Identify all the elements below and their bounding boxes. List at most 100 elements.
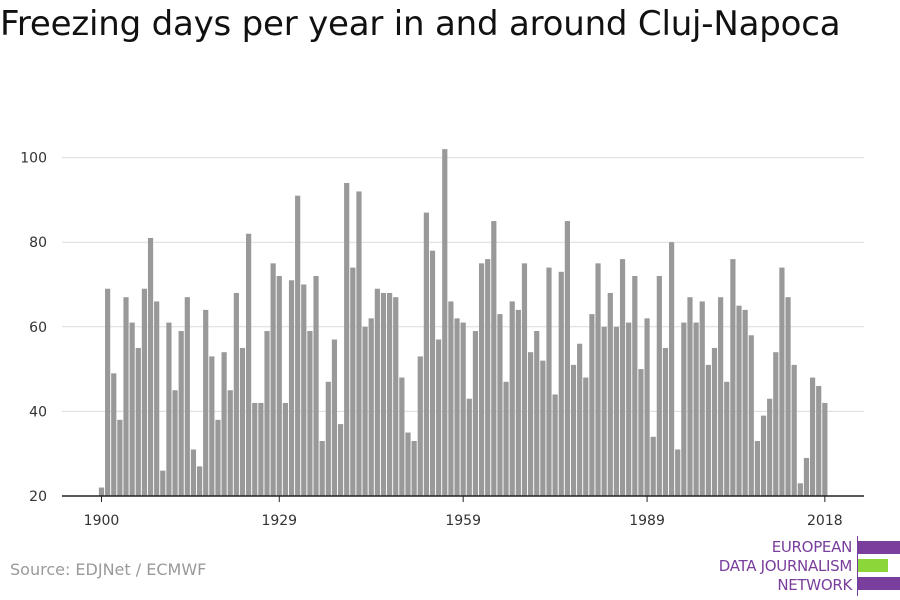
bar-1945 bbox=[374, 288, 380, 496]
bar-1937 bbox=[325, 381, 331, 496]
bar-1943 bbox=[362, 326, 368, 496]
bar-1910 bbox=[160, 470, 166, 496]
bar-1995 bbox=[681, 322, 687, 496]
chart-title: Freezing days per year in and around Clu… bbox=[0, 4, 841, 44]
bar-1982 bbox=[601, 326, 607, 496]
bar-2007 bbox=[754, 441, 761, 496]
bar-1915 bbox=[190, 449, 197, 496]
bar-1973 bbox=[546, 267, 552, 496]
y-tick-label-100: 100 bbox=[20, 151, 47, 167]
logo-bar-middle bbox=[858, 559, 900, 572]
bar-2009 bbox=[767, 398, 773, 496]
logo-bar-accent bbox=[858, 559, 888, 572]
logo-bar-bottom bbox=[858, 577, 900, 590]
bars bbox=[98, 149, 828, 497]
bar-1994 bbox=[675, 449, 681, 496]
bar-1933 bbox=[301, 284, 307, 496]
bar-2013 bbox=[791, 364, 797, 496]
bar-1955 bbox=[436, 339, 442, 496]
bar-1983 bbox=[607, 292, 613, 496]
edjnet-logo: EUROPEAN DATA JOURNALISM NETWORK bbox=[660, 536, 900, 596]
bar-1909 bbox=[154, 301, 160, 496]
bar-2014 bbox=[797, 483, 803, 496]
y-tick-labels: 20 40 60 80 100 bbox=[20, 151, 47, 505]
bar-2018 bbox=[822, 402, 828, 496]
bar-2015 bbox=[803, 457, 810, 496]
bar-1900 bbox=[98, 487, 105, 496]
bar-1998 bbox=[699, 301, 705, 496]
bar-1965 bbox=[497, 314, 503, 496]
y-tick-label-80: 80 bbox=[29, 235, 47, 251]
logo-text: EUROPEAN DATA JOURNALISM NETWORK bbox=[718, 538, 853, 595]
bar-1958 bbox=[454, 318, 460, 496]
bar-1926 bbox=[258, 402, 264, 496]
bar-1980 bbox=[589, 314, 595, 496]
bar-1920 bbox=[221, 352, 227, 496]
bar-1949 bbox=[399, 377, 405, 496]
bar-1953 bbox=[423, 212, 429, 496]
bar-2003 bbox=[730, 259, 736, 496]
bar-1979 bbox=[583, 377, 589, 496]
bar-1961 bbox=[472, 331, 479, 496]
bar-2001 bbox=[718, 297, 724, 496]
bar-1956 bbox=[442, 149, 448, 496]
bar-1935 bbox=[313, 276, 319, 496]
bar-1906 bbox=[135, 347, 141, 496]
bar-1934 bbox=[307, 331, 313, 496]
bar-1960 bbox=[466, 398, 472, 496]
bar-1986 bbox=[626, 322, 632, 496]
bar-1932 bbox=[295, 195, 301, 497]
bar-1988 bbox=[638, 369, 644, 496]
bar-1922 bbox=[233, 292, 239, 496]
bar-2008 bbox=[760, 415, 767, 496]
x-tick-label-1959: 1959 bbox=[445, 513, 481, 529]
bar-1931 bbox=[288, 280, 295, 496]
bar-1923 bbox=[239, 347, 246, 496]
bar-1981 bbox=[595, 263, 601, 496]
bar-1914 bbox=[184, 297, 190, 496]
bar-1962 bbox=[478, 263, 485, 496]
bar-1929 bbox=[276, 276, 282, 496]
bar-1908 bbox=[147, 237, 154, 496]
bar-1913 bbox=[178, 331, 184, 496]
bar-1947 bbox=[387, 292, 393, 496]
bar-1919 bbox=[215, 419, 221, 496]
bar-1987 bbox=[632, 276, 638, 496]
bar-1992 bbox=[662, 347, 669, 496]
bar-1989 bbox=[644, 318, 650, 496]
bar-1927 bbox=[264, 331, 270, 496]
bar-1939 bbox=[337, 424, 344, 496]
bar-1950 bbox=[405, 432, 411, 496]
bar-1971 bbox=[534, 331, 540, 496]
bar-1968 bbox=[515, 309, 521, 496]
bar-2000 bbox=[711, 347, 718, 496]
bar-1918 bbox=[209, 356, 215, 496]
bar-1944 bbox=[368, 318, 374, 496]
x-tick-label-1900: 1900 bbox=[84, 513, 120, 529]
bar-1940 bbox=[344, 182, 350, 497]
bar-1936 bbox=[319, 441, 325, 496]
bar-2017 bbox=[816, 386, 822, 496]
bar-1964 bbox=[491, 221, 497, 497]
bar-1907 bbox=[141, 288, 148, 496]
logo-bar-top bbox=[858, 541, 900, 554]
bar-1938 bbox=[331, 339, 338, 496]
bar-1946 bbox=[380, 292, 387, 496]
logo-line-2: DATA JOURNALISM bbox=[718, 557, 853, 575]
bar-1902 bbox=[111, 373, 117, 496]
bar-2004 bbox=[736, 305, 742, 496]
bar-1991 bbox=[656, 276, 662, 496]
y-tick-label-20: 20 bbox=[29, 489, 47, 505]
bar-1976 bbox=[564, 221, 570, 497]
bar-1990 bbox=[650, 436, 656, 496]
bar-1954 bbox=[429, 250, 436, 496]
bar-2005 bbox=[742, 309, 748, 496]
bar-1975 bbox=[558, 271, 564, 496]
bar-2016 bbox=[809, 377, 816, 496]
bar-1969 bbox=[521, 263, 528, 496]
bar-1963 bbox=[485, 259, 491, 496]
bar-1967 bbox=[509, 301, 515, 496]
bar-1974 bbox=[552, 394, 558, 496]
bar-1993 bbox=[668, 242, 675, 496]
